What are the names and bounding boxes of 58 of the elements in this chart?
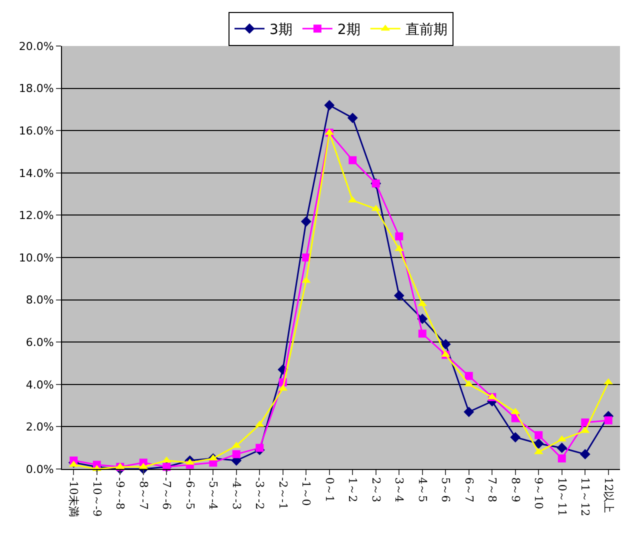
point — [232, 450, 240, 458]
point — [510, 432, 521, 442]
y-tick-label: 12.0% — [18, 209, 54, 222]
y-tick-label: 8.0% — [26, 294, 54, 307]
x-tick-label: 5～6 — [439, 477, 452, 502]
x-tick-label: -4～-3 — [230, 477, 243, 510]
legend-label: 2期 — [337, 22, 360, 38]
x-tick-label: -6～-5 — [183, 477, 196, 510]
point — [580, 449, 590, 460]
point — [418, 330, 426, 338]
x-tick-label: -8～-7 — [136, 477, 150, 510]
x-tick-label: -10未満 — [67, 477, 80, 517]
point — [256, 444, 264, 452]
x-tick-label: 9～10 — [532, 477, 546, 510]
y-tick-label: 6.0% — [26, 336, 54, 349]
x-tick-label: -1～0 — [300, 477, 313, 506]
x-tick-label: 7～8 — [486, 477, 499, 502]
point — [348, 156, 357, 164]
y-tick-label: 0.0% — [26, 462, 54, 476]
x-tick-label: 6～7 — [462, 477, 476, 502]
point — [533, 438, 544, 449]
x-tick-label: 11～12 — [578, 477, 592, 516]
y-tick-label: 10.0% — [18, 251, 54, 264]
point — [604, 416, 612, 424]
point — [558, 454, 566, 462]
point — [395, 232, 404, 240]
y-tick-label: 4.0% — [26, 378, 54, 392]
x-tick-label: -9～-8 — [114, 477, 127, 510]
point — [394, 290, 404, 301]
x-tick-label: 3～4 — [392, 477, 406, 502]
x-tick-label: -2～-1 — [276, 477, 290, 510]
x-tick-label: 8～9 — [508, 477, 522, 502]
x-tick-label: -5～-4 — [206, 477, 220, 510]
x-tick-label: -3～-2 — [253, 477, 266, 510]
point — [324, 100, 335, 110]
y-tick-label: 16.0% — [18, 124, 54, 138]
x-tick-label: 4～5 — [416, 477, 429, 502]
point — [347, 112, 358, 124]
point — [556, 442, 568, 454]
x-tick-label: 12以上 — [602, 477, 615, 514]
x-tick-label: 2～3 — [369, 477, 382, 502]
legend-label: 直前期 — [405, 22, 448, 38]
point — [581, 418, 590, 426]
point — [464, 406, 474, 418]
legend-label: 3期 — [270, 22, 292, 38]
y-tick-label: 18.0% — [18, 82, 54, 96]
x-tick-label: 10～11 — [555, 477, 568, 516]
point — [464, 372, 473, 380]
x-tick-label: -10～-9 — [90, 477, 104, 517]
x-tick-label: -7～-6 — [160, 477, 174, 510]
x-tick-label: 0～1 — [322, 477, 336, 502]
x-tick-label: 1～2 — [346, 477, 360, 502]
y-tick-label: 14.0% — [18, 166, 54, 180]
y-tick-label: 20.0% — [18, 40, 54, 53]
point — [300, 216, 312, 227]
y-tick-label: 2.0% — [26, 420, 54, 434]
point — [534, 431, 543, 440]
point — [440, 339, 451, 350]
